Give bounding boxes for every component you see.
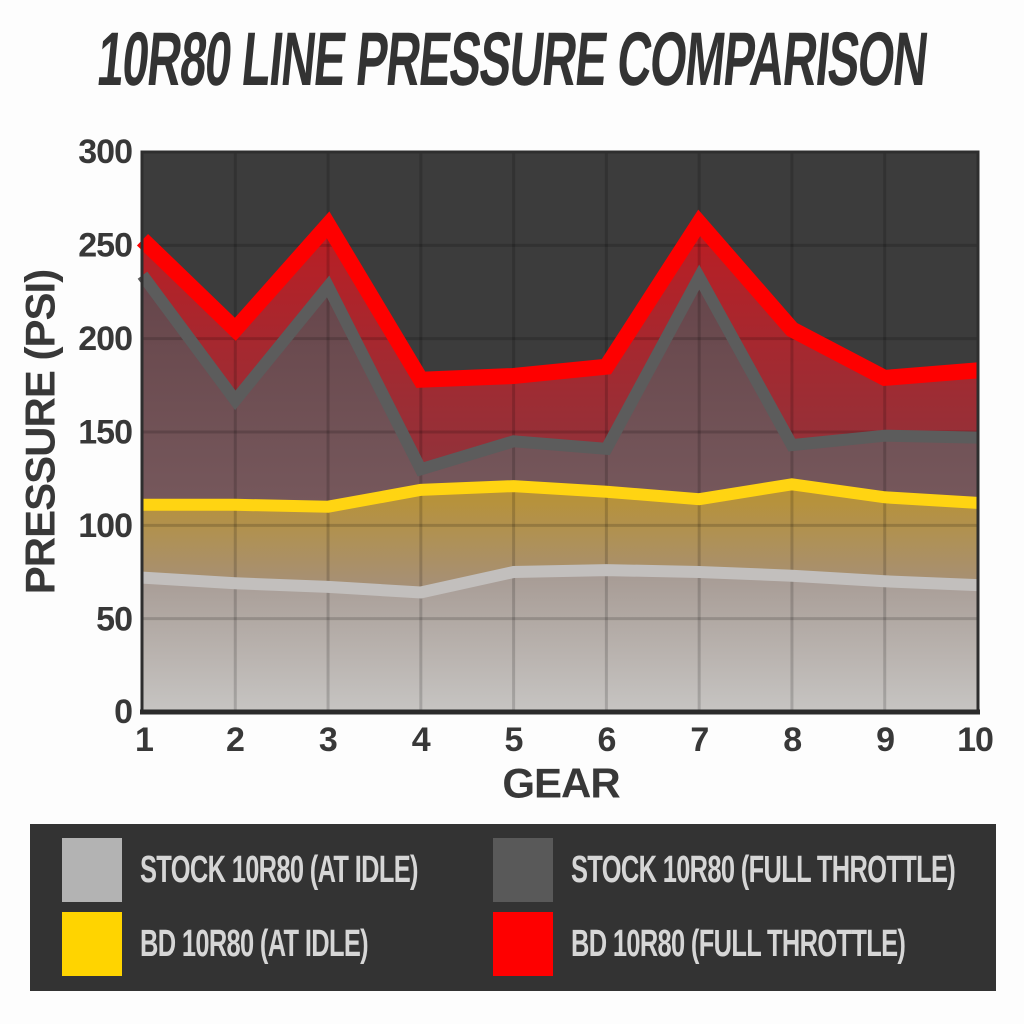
x-tick-10: 10 (957, 721, 993, 759)
line-stock-10r80-full-throttle (137, 264, 978, 477)
legend-item-stock-full-throttle: STOCK 10R80 (FULL THROTTLE) (493, 838, 1024, 902)
x-tick-4: 4 (412, 721, 431, 759)
legend: STOCK 10R80 (AT IDLE) BD 10R80 (AT IDLE)… (30, 824, 996, 991)
legend-swatch-stock-idle (62, 838, 122, 902)
x-axis-tick-labels: 1 2 3 4 5 6 7 8 9 10 (135, 721, 994, 759)
y-tick-250: 250 (78, 227, 132, 265)
line-bd-10r80-at-idle (142, 478, 978, 513)
legend-item-bd-idle: BD 10R80 (AT IDLE) (62, 912, 480, 976)
legend-label-bd-full-throttle: BD 10R80 (FULL THROTTLE) (571, 923, 906, 965)
legend-swatch-bd-full-throttle (493, 912, 553, 976)
x-tick-9: 9 (876, 721, 894, 759)
x-tick-7: 7 (690, 721, 708, 759)
x-tick-2: 2 (226, 721, 244, 759)
pressure-comparison-chart: 300 250 200 150 100 50 0 1 2 3 4 5 6 7 8… (17, 133, 994, 807)
y-axis-title: PRESSURE (PSI) (17, 270, 64, 594)
legend-item-stock-idle: STOCK 10R80 (AT IDLE) (62, 838, 555, 902)
y-tick-50: 50 (96, 601, 132, 639)
y-tick-300: 300 (78, 133, 132, 171)
legend-swatch-bd-idle (62, 912, 122, 976)
legend-label-bd-idle: BD 10R80 (AT IDLE) (140, 923, 369, 965)
x-tick-1: 1 (135, 721, 153, 759)
x-tick-8: 8 (783, 721, 801, 759)
y-tick-200: 200 (78, 320, 132, 358)
chart-gridlines (142, 152, 978, 712)
x-tick-3: 3 (319, 721, 337, 759)
legend-swatch-stock-full-throttle (493, 838, 553, 902)
x-tick-5: 5 (505, 721, 523, 759)
y-tick-100: 100 (78, 507, 132, 545)
y-tick-0: 0 (114, 693, 132, 731)
chart-lines (136, 209, 979, 599)
line-bd-10r80-full-throttle (136, 209, 979, 388)
y-axis-tick-labels: 300 250 200 150 100 50 0 (78, 133, 133, 731)
legend-label-stock-full-throttle: STOCK 10R80 (FULL THROTTLE) (571, 849, 956, 891)
line-stock-10r80-at-idle (142, 564, 978, 599)
y-tick-150: 150 (78, 414, 132, 452)
legend-label-stock-idle: STOCK 10R80 (AT IDLE) (140, 849, 418, 891)
x-axis-title: GEAR (502, 760, 620, 807)
x-tick-6: 6 (597, 721, 615, 759)
area-stock-10r80-at-idle (142, 570, 978, 712)
legend-item-bd-full-throttle: BD 10R80 (FULL THROTTLE) (493, 912, 1024, 976)
